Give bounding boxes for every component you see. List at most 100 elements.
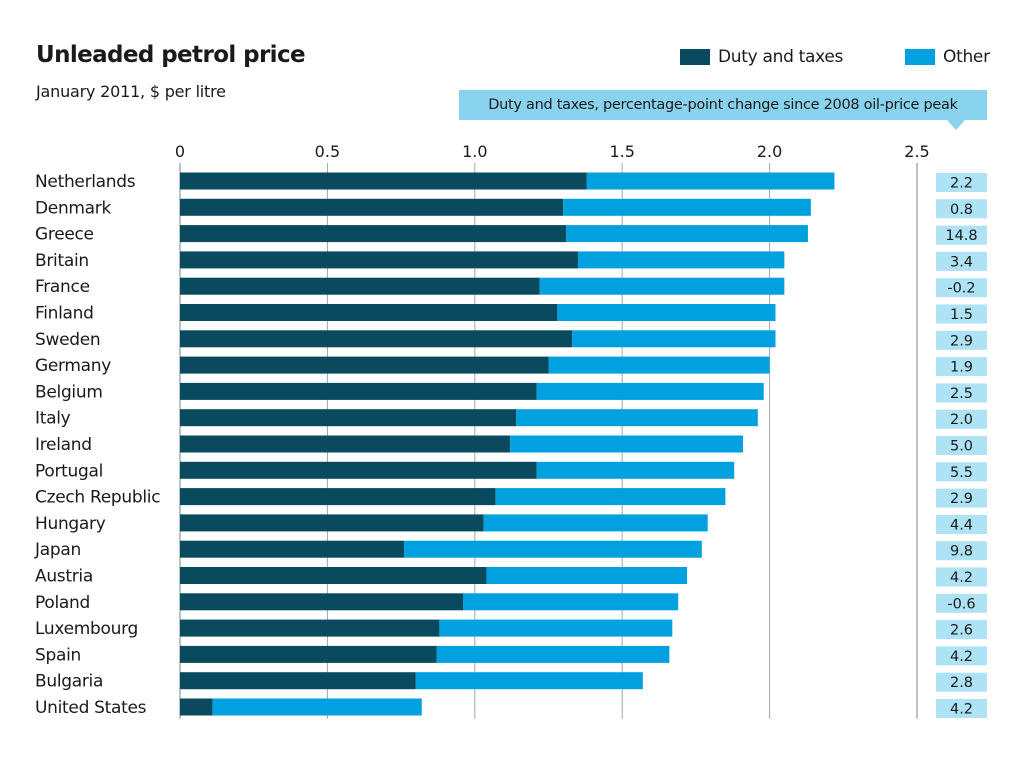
bar-segment-duty (180, 198, 564, 216)
bar-segment-other (536, 382, 764, 400)
bar-segment-duty (180, 645, 437, 663)
x-tick-label: 1.5 (609, 142, 634, 161)
category-label: Italy (35, 409, 71, 429)
bar-segment-other (486, 567, 688, 584)
bar-segment-other (566, 225, 808, 243)
x-tick-label: 0.5 (315, 142, 340, 161)
change-box (936, 199, 987, 219)
bar-segment-duty (180, 435, 511, 453)
bar-segment-other (586, 172, 835, 190)
category-label: Germany (35, 356, 111, 376)
change-box (936, 488, 987, 508)
change-box (936, 567, 987, 587)
bar-segment-other (572, 330, 776, 348)
bar-segment-other (516, 409, 758, 427)
bar-segment-duty (180, 172, 587, 190)
legend-item-other: Other (905, 46, 990, 68)
bar-segment-duty (180, 304, 558, 321)
chart-title: Unleaded petrol price (36, 42, 306, 68)
change-value: 2.0 (950, 412, 973, 428)
change-value: 5.0 (950, 439, 973, 455)
chart-subtitle: January 2011, $ per litre (36, 82, 226, 101)
bar-segment-duty (180, 277, 540, 295)
category-label: France (35, 277, 90, 297)
bar-segment-duty (180, 409, 517, 427)
category-label: Hungary (35, 514, 106, 534)
change-box (936, 383, 987, 403)
category-label: Finland (35, 304, 94, 324)
bar-segment-other (536, 461, 735, 479)
bar-segment-duty (180, 356, 549, 374)
change-box (936, 225, 987, 245)
change-value: 2.9 (950, 333, 973, 349)
change-value: 1.9 (950, 360, 973, 376)
side-panel-title: Duty and taxes, percentage-point change … (459, 90, 987, 120)
change-box (936, 251, 987, 271)
category-label: Luxembourg (35, 619, 138, 639)
category-label: Czech Republic (35, 488, 160, 508)
category-label: Portugal (35, 461, 103, 481)
change-value: 4.2 (950, 649, 973, 665)
change-value: 0.8 (950, 202, 973, 218)
change-value: 1.5 (950, 307, 973, 323)
bar-segment-other (563, 198, 811, 216)
category-label: Belgium (35, 382, 103, 402)
category-label: Bulgaria (35, 672, 103, 692)
bar-segment-other (212, 698, 422, 716)
change-value: 2.5 (950, 386, 973, 402)
change-value: 14.8 (945, 228, 977, 244)
x-tick-label: 2.5 (904, 142, 929, 161)
bar-segment-other (436, 645, 670, 663)
category-label: Britain (35, 251, 89, 271)
category-label: United States (35, 698, 147, 718)
side-panel-pointer (947, 120, 965, 130)
change-box (936, 304, 987, 324)
change-value: 3.4 (950, 254, 973, 270)
x-tick-label: 0 (175, 142, 185, 161)
change-box (936, 593, 987, 613)
change-value: 2.8 (950, 675, 973, 691)
legend-label-duty: Duty and taxes (718, 47, 844, 67)
bar-segment-other (483, 514, 708, 532)
bar-segment-duty (180, 382, 537, 400)
change-box (936, 646, 987, 666)
legend-swatch-other (905, 49, 935, 65)
change-value: -0.6 (947, 596, 975, 612)
category-label: Ireland (35, 435, 92, 455)
category-label: Spain (35, 645, 81, 665)
bar-segment-duty (180, 514, 484, 532)
change-value: 2.6 (950, 623, 973, 639)
category-label: Netherlands (35, 172, 136, 192)
category-label: Denmark (35, 198, 111, 218)
change-value: 4.2 (950, 570, 973, 586)
category-label: Greece (35, 225, 94, 245)
bar-segment-other (539, 277, 785, 295)
change-value: 4.4 (950, 517, 973, 533)
change-value: 9.8 (950, 544, 973, 560)
change-box (936, 541, 987, 561)
change-value: 5.5 (950, 465, 973, 481)
bar-segment-other (404, 540, 702, 558)
bar-segment-duty (180, 672, 416, 690)
change-box (936, 278, 987, 298)
change-box (936, 699, 987, 718)
bar-segment-duty (180, 461, 537, 479)
legend-label-other: Other (943, 47, 990, 67)
bar-segment-other (557, 304, 776, 321)
bar-segment-other (577, 251, 785, 269)
bar-segment-other (510, 435, 744, 453)
change-value: 4.2 (950, 702, 973, 718)
bar-segment-other (548, 356, 770, 374)
change-box (936, 462, 987, 482)
change-value: 2.2 (950, 176, 973, 192)
bar-segment-duty (180, 698, 213, 716)
bar-segment-duty (180, 540, 405, 558)
bar-segment-duty (180, 330, 573, 348)
change-value: -0.2 (947, 281, 975, 297)
bar-segment-other (495, 488, 726, 506)
bar-segment-duty (180, 567, 487, 584)
category-label: Sweden (35, 330, 100, 350)
bar-segment-other (463, 593, 679, 611)
bar-segment-duty (180, 251, 578, 269)
